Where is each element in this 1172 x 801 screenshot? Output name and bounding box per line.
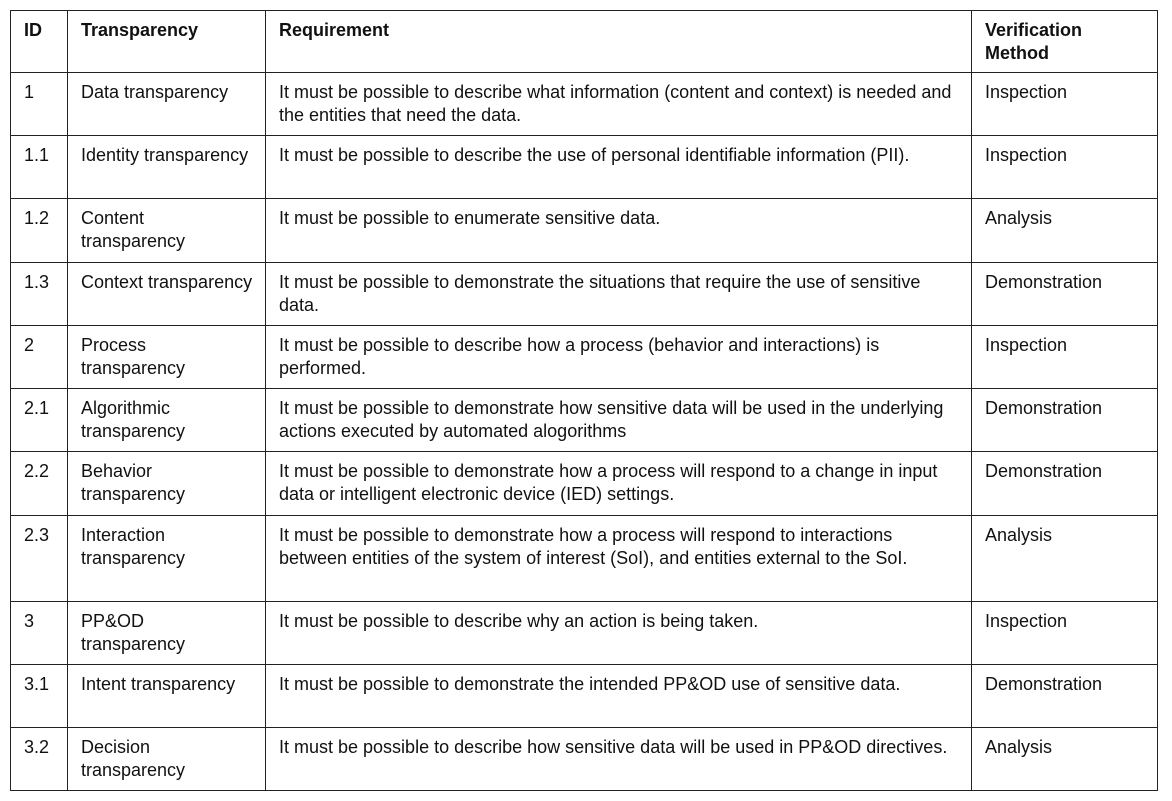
transparency-cell: Interaction transparency xyxy=(67,515,266,602)
transparency-cell: Behavior transparency xyxy=(67,451,266,516)
requirement-cell: It must be possible to describe what inf… xyxy=(265,72,972,136)
header-row: ID Transparency Requirement Verification Me… xyxy=(10,10,1158,73)
id-cell: 3.1 xyxy=(10,664,68,728)
transparency-cell: Data transparency xyxy=(67,72,266,136)
method-cell: Analysis xyxy=(971,198,1158,263)
id-cell: 2.2 xyxy=(10,451,68,516)
id-cell: 2.3 xyxy=(10,515,68,602)
requirement-cell: It must be possible to demonstrate how a… xyxy=(265,451,972,516)
requirement-cell: It must be possible to demonstrate how s… xyxy=(265,388,972,452)
transparency-cell: Algorithmic transparency xyxy=(67,388,266,452)
header-cell: Requirement xyxy=(265,10,972,73)
method-cell: Demonstration xyxy=(971,664,1158,728)
method-cell: Inspection xyxy=(971,325,1158,389)
table-row: 3 PP&OD transparency It must be possible t… xyxy=(10,601,1158,665)
table-row: 1.2 Content transparency It must be possib… xyxy=(10,198,1158,263)
table-row: 2.2 Behavior transparency It must be possi… xyxy=(10,451,1158,516)
table-row: 2 Process transparency It must be possible… xyxy=(10,325,1158,389)
transparency-cell: Identity transparency xyxy=(67,135,266,199)
header-cell: ID xyxy=(10,10,68,73)
table-row: 2.1 Algorithmic transparency It must be po… xyxy=(10,388,1158,452)
method-cell: Demonstration xyxy=(971,262,1158,326)
transparency-cell: Process transparency xyxy=(67,325,266,389)
method-cell: Demonstration xyxy=(971,388,1158,452)
table-row: 1.3 Context transparency It must be possib… xyxy=(10,262,1158,326)
table-row: 3.1 Intent transparency It must be possibl… xyxy=(10,664,1158,728)
id-cell: 2.1 xyxy=(10,388,68,452)
table-row: 3.2 Decision transparency It must be possi… xyxy=(10,727,1158,791)
requirement-cell: It must be possible to describe the use … xyxy=(265,135,972,199)
transparency-cell: Intent transparency xyxy=(67,664,266,728)
table-row: 1.1 Identity transparency It must be possi… xyxy=(10,135,1158,199)
table-row: 2.3 Interaction transparency It must be po… xyxy=(10,515,1158,602)
requirement-cell: It must be possible to demonstrate how a… xyxy=(265,515,972,602)
requirement-cell: It must be possible to demonstrate the i… xyxy=(265,664,972,728)
id-cell: 1.2 xyxy=(10,198,68,263)
transparency-cell: PP&OD transparency xyxy=(67,601,266,665)
method-cell: Analysis xyxy=(971,727,1158,791)
header-cell: Transparency xyxy=(67,10,266,73)
method-cell: Inspection xyxy=(971,135,1158,199)
transparency-cell: Content transparency xyxy=(67,198,266,263)
requirement-cell: It must be possible to enumerate sensiti… xyxy=(265,198,972,263)
id-cell: 3.2 xyxy=(10,727,68,791)
id-cell: 1.1 xyxy=(10,135,68,199)
method-cell: Inspection xyxy=(971,601,1158,665)
id-cell: 1 xyxy=(10,72,68,136)
header-cell: Verification Method xyxy=(971,10,1158,73)
transparency-cell: Decision transparency xyxy=(67,727,266,791)
method-cell: Demonstration xyxy=(971,451,1158,516)
requirement-cell: It must be possible to demonstrate the s… xyxy=(265,262,972,326)
requirements-table: ID Transparency Requirement Verification Me… xyxy=(10,10,1158,791)
requirement-cell: It must be possible to describe why an a… xyxy=(265,601,972,665)
id-cell: 1.3 xyxy=(10,262,68,326)
method-cell: Inspection xyxy=(971,72,1158,136)
requirement-cell: It must be possible to describe how a pr… xyxy=(265,325,972,389)
transparency-cell: Context transparency xyxy=(67,262,266,326)
id-cell: 3 xyxy=(10,601,68,665)
id-cell: 2 xyxy=(10,325,68,389)
method-cell: Analysis xyxy=(971,515,1158,602)
table-row: 1 Data transparency It must be possible to… xyxy=(10,72,1158,136)
requirement-cell: It must be possible to describe how sens… xyxy=(265,727,972,791)
